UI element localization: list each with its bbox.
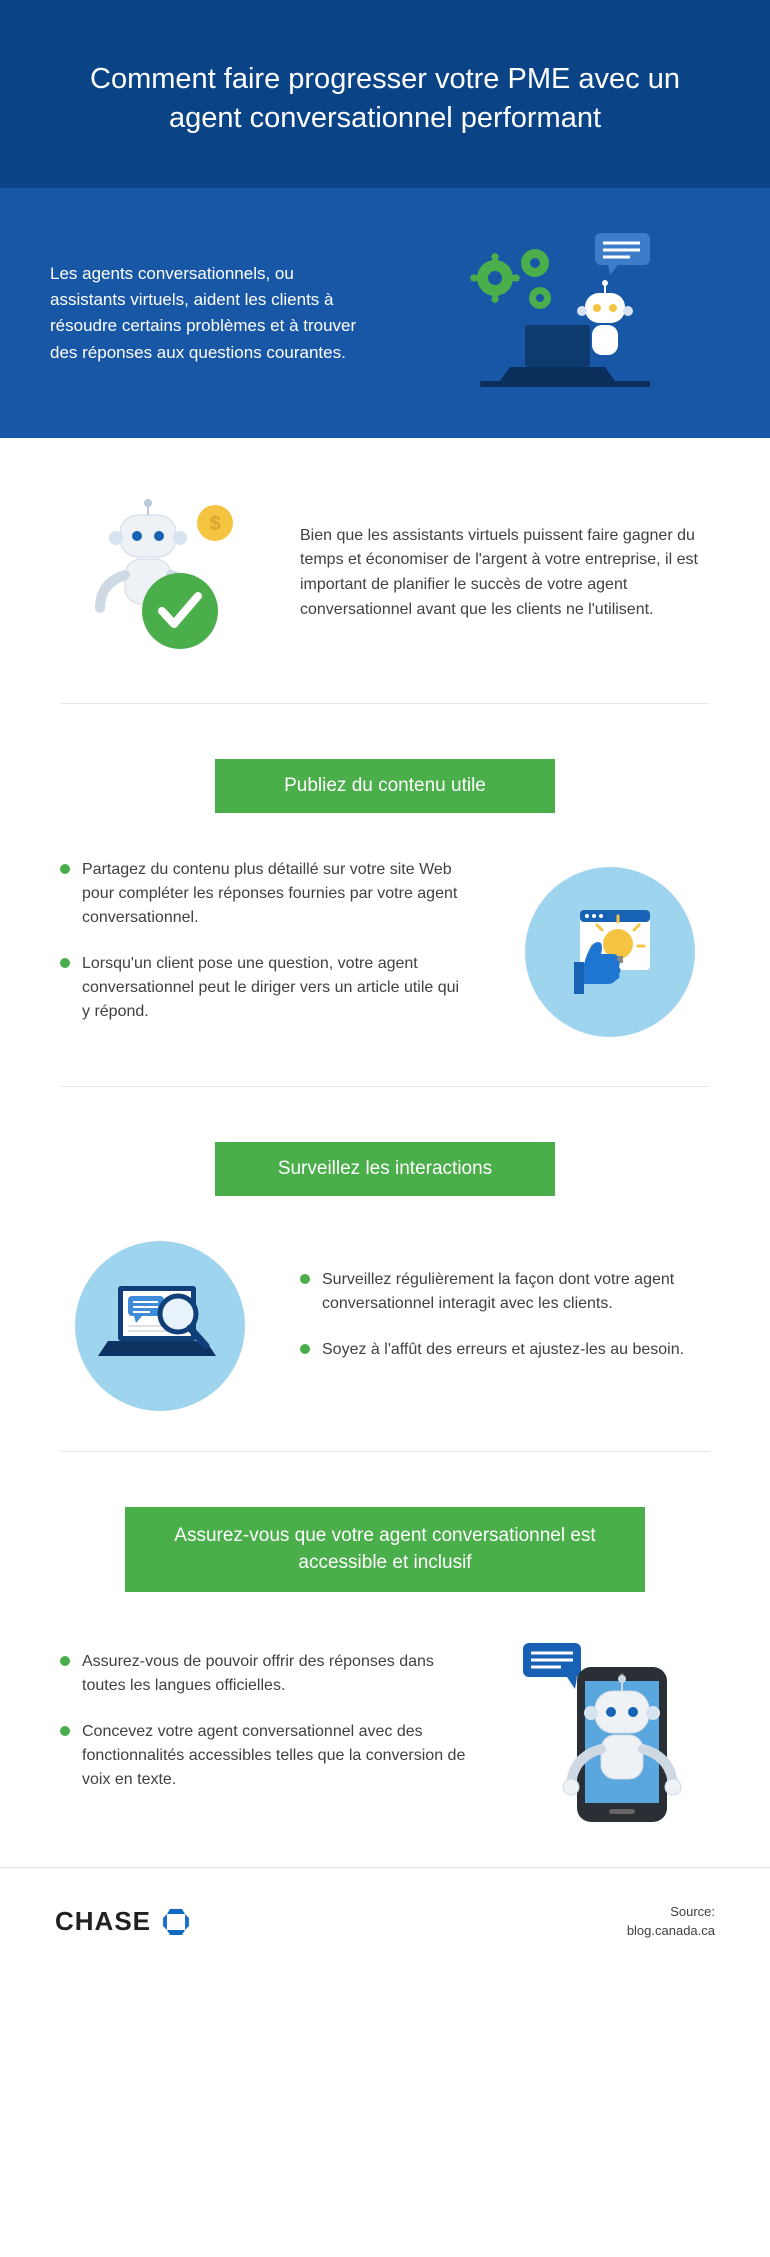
subheader-banner: Les agents conversationnels, ou assistan… <box>0 188 770 438</box>
bullet-list: Partagez du contenu plus détaillé sur vo… <box>60 858 470 1046</box>
lightbulb-thumb-illustration <box>510 867 710 1037</box>
section-title: Publiez du contenu utile <box>215 759 555 813</box>
bullet-text: Lorsqu'un client pose une question, votr… <box>82 952 470 1024</box>
bullet-item: Lorsqu'un client pose une question, votr… <box>60 952 470 1024</box>
bullet-dot-icon <box>60 958 70 968</box>
source-value: blog.canada.ca <box>627 1922 715 1940</box>
header-banner: Comment faire progresser votre PME avec … <box>0 0 770 188</box>
footer: CHASE Source: blog.canada.ca <box>0 1867 770 1984</box>
robot-phone-illustration <box>510 1637 710 1827</box>
bullet-dot-icon <box>300 1274 310 1284</box>
laptop-magnifier-illustration <box>60 1241 260 1411</box>
robot-check-illustration: $ <box>60 493 260 653</box>
bullet-item: Assurez-vous de pouvoir offrir des répon… <box>60 1650 470 1698</box>
bullet-dot-icon <box>60 864 70 874</box>
robot-laptop-illustration <box>390 233 720 393</box>
section-title: Assurez-vous que votre agent conversatio… <box>125 1507 645 1592</box>
section-body: Assurez-vous de pouvoir offrir des répon… <box>60 1637 710 1827</box>
subheader-text: Les agents conversationnels, ou assistan… <box>50 261 360 366</box>
bullet-item: Surveillez régulièrement la façon dont v… <box>300 1268 710 1316</box>
bullet-item: Concevez votre agent conversationnel ave… <box>60 1720 470 1792</box>
brand-wordmark: CHASE <box>55 1906 151 1937</box>
bullet-dot-icon <box>300 1344 310 1354</box>
bullet-item: Soyez à l'affût des erreurs et ajustez-l… <box>300 1338 710 1362</box>
source-label: Source: <box>627 1903 715 1921</box>
section-title: Surveillez les interactions <box>215 1142 555 1196</box>
intro-section: $ Bien que les assistants virtuels puiss… <box>0 438 770 703</box>
section-body: Partagez du contenu plus détaillé sur vo… <box>60 858 710 1046</box>
chase-octagon-icon <box>161 1907 191 1937</box>
svg-text:$: $ <box>209 513 220 535</box>
section-publish: Publiez du contenu utile Partagez du con… <box>0 704 770 1086</box>
source-citation: Source: blog.canada.ca <box>627 1903 715 1939</box>
bullet-list: Surveillez régulièrement la façon dont v… <box>300 1268 710 1384</box>
bullet-text: Partagez du contenu plus détaillé sur vo… <box>82 858 470 930</box>
bullet-text: Surveillez régulièrement la façon dont v… <box>322 1268 710 1316</box>
intro-text: Bien que les assistants virtuels puissen… <box>300 524 710 623</box>
bullet-list: Assurez-vous de pouvoir offrir des répon… <box>60 1650 470 1814</box>
bullet-text: Assurez-vous de pouvoir offrir des répon… <box>82 1650 470 1698</box>
bullet-item: Partagez du contenu plus détaillé sur vo… <box>60 858 470 930</box>
section-body: Surveillez régulièrement la façon dont v… <box>60 1241 710 1411</box>
bullet-dot-icon <box>60 1656 70 1666</box>
section-monitor: Surveillez les interactions Surveillez r… <box>0 1087 770 1451</box>
bullet-text: Concevez votre agent conversationnel ave… <box>82 1720 470 1792</box>
bullet-dot-icon <box>60 1726 70 1736</box>
brand-logo: CHASE <box>55 1906 191 1937</box>
bullet-text: Soyez à l'affût des erreurs et ajustez-l… <box>322 1338 684 1362</box>
page-title: Comment faire progresser votre PME avec … <box>60 60 710 138</box>
section-accessible: Assurez-vous que votre agent conversatio… <box>0 1452 770 1867</box>
